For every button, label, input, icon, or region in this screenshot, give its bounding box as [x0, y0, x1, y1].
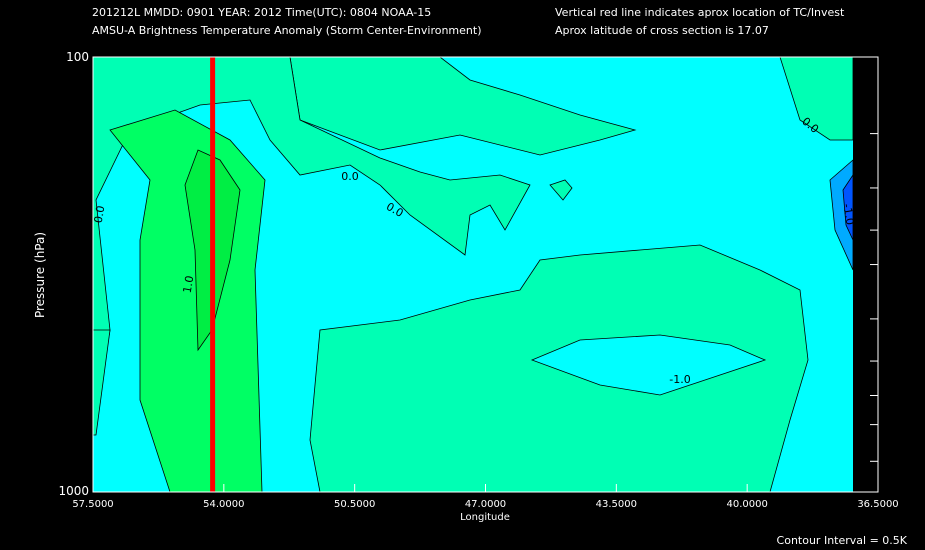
y-tick-label-1: 1000: [58, 484, 89, 498]
header-note-2: Aprox latitude of cross section is 17.07: [555, 24, 769, 37]
y-axis-label: Pressure (hPa): [33, 232, 47, 318]
header-line-1: 201212L MMDD: 0901 YEAR: 2012 Time(UTC):…: [92, 6, 432, 19]
x-axis-ticks: 57.5000 54.0000 50.5000 47.0000 43.5000 40.00…: [72, 484, 899, 510]
region-small-island: [549, 179, 573, 201]
x-tick-label-2: 50.5000: [334, 499, 375, 510]
x-tick-label-0: 57.5000: [72, 499, 113, 510]
header-line-2: AMSU-A Brightness Temperature Anomaly (S…: [92, 24, 482, 37]
contour-label-2: 0.0: [92, 205, 108, 224]
x-axis-label: Longitude: [460, 512, 510, 523]
y-tick-label-0: 100: [66, 50, 89, 64]
x-tick-label-3: 47.0000: [465, 499, 506, 510]
header-note-1: Vertical red line indicates aprox locati…: [555, 6, 845, 19]
x-tick-label-4: 43.5000: [596, 499, 637, 510]
x-tick-label-1: 54.0000: [203, 499, 244, 510]
x-tick-label-6: 36.5000: [857, 499, 898, 510]
contour-interval-note: Contour Interval = 0.5K: [776, 534, 907, 547]
missing-data-strip: [853, 57, 878, 492]
contour-label-6: -1.0: [840, 203, 857, 226]
x-tick-label-5: 40.0000: [726, 499, 767, 510]
contour-label-0: 0.0: [341, 170, 359, 183]
region-center-pocket: [530, 334, 767, 396]
y-axis-ticks: 100 1000: [58, 50, 878, 498]
contour-label-5: -1.0: [669, 373, 690, 386]
contour-label-4: 1.0: [181, 275, 197, 294]
